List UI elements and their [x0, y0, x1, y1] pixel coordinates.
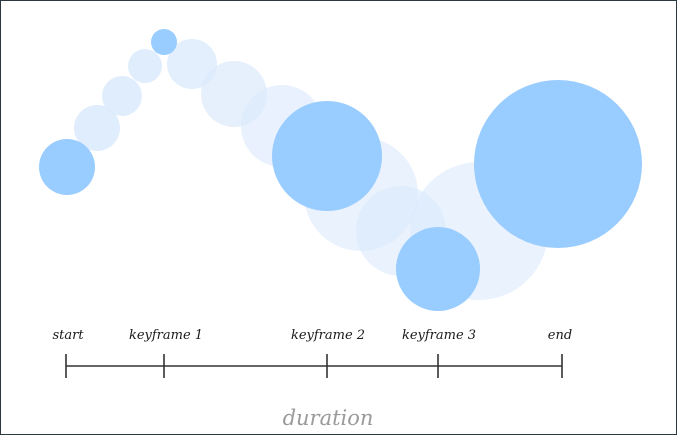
label-keyframe-2: keyframe 2	[291, 328, 365, 343]
keyframe-circles	[39, 29, 642, 311]
label-end: end	[548, 328, 572, 343]
end-ball	[474, 80, 642, 248]
keyframe-1-ball	[151, 29, 177, 55]
ghost-circle	[128, 49, 162, 83]
keyframe-2-ball	[272, 101, 382, 211]
start-ball	[39, 139, 95, 195]
label-keyframe-3: keyframe 3	[402, 328, 476, 343]
ghost-circle	[74, 105, 120, 151]
label-keyframe-1: keyframe 1	[129, 328, 203, 343]
ghost-circle	[102, 76, 142, 116]
keyframe-3-ball	[396, 227, 480, 311]
label-start: start	[52, 328, 84, 343]
ghost-circle	[167, 39, 217, 89]
timeline	[65, 354, 563, 378]
duration-caption: duration	[283, 406, 374, 430]
